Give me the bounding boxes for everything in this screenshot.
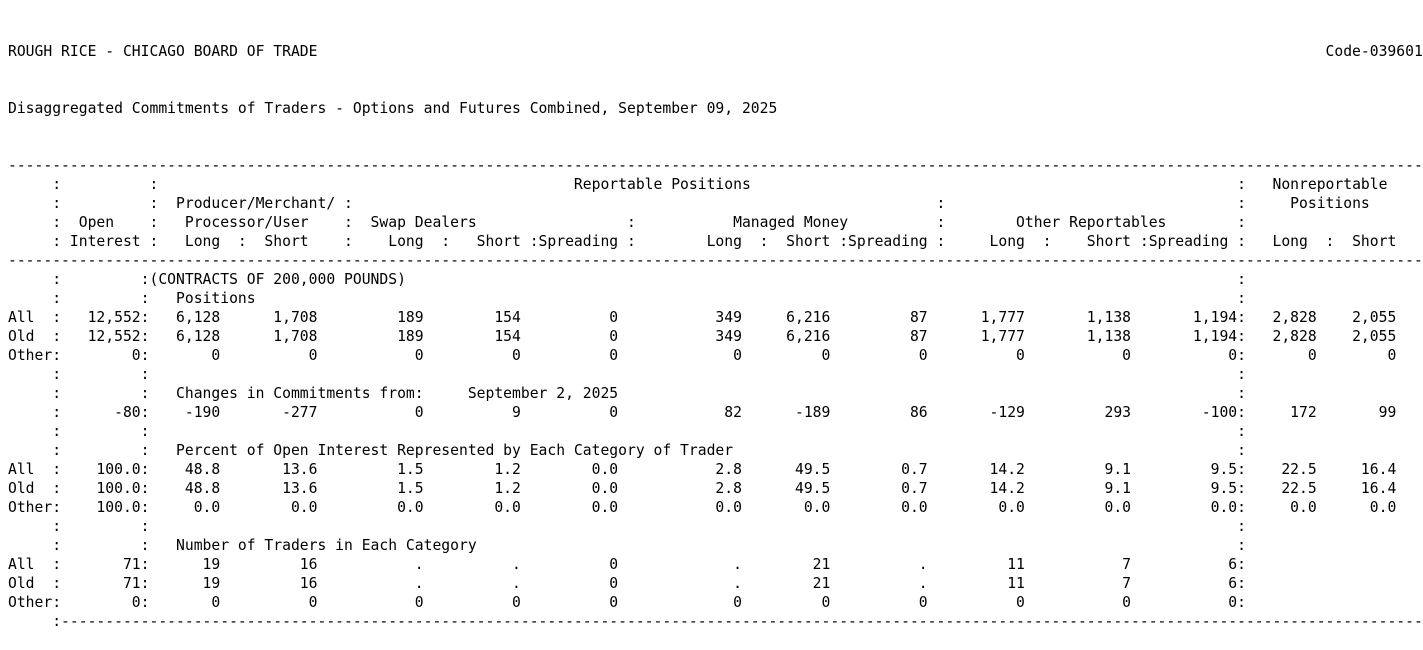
separator-line: ----------------------------------------… (8, 252, 1423, 269)
table-header-line-3: : Open : Processor/User : Swap Dealers :… (8, 214, 1246, 231)
row-changes-total: : -80: -190 -277 0 9 0 82 -189 86 -129 2… (8, 404, 1397, 421)
report-code: Code-039601 (1325, 43, 1423, 60)
row-percent-All: All : 100.0: 48.8 13.6 1.5 1.2 0.0 2.8 4… (8, 461, 1397, 478)
row-traders-All: All : 71: 19 16 . . 0 . 21 . 11 7 6: (8, 556, 1246, 573)
section-spacer-line: : : : (8, 518, 1246, 535)
table-header-line-2: : : Producer/Merchant/ : : : Positions (8, 195, 1370, 212)
row-percent-Old: Old : 100.0: 48.8 13.6 1.5 1.2 0.0 2.8 4… (8, 480, 1397, 497)
section-positions-pretitle-line: : :(CONTRACTS OF 200,000 POUNDS) : (8, 271, 1246, 288)
row-positions-Old: Old : 12,552: 6,128 1,708 189 154 0 349 … (8, 328, 1397, 345)
section-positions-title-line: : : Positions : (8, 290, 1246, 307)
report-title-line: ROUGH RICE - CHICAGO BOARD OF TRADE Code-… (8, 42, 1423, 61)
table-header-line-4: : Interest : Long : Short : Long : Short… (8, 233, 1397, 250)
separator-line: ----------------------------------------… (8, 157, 1423, 174)
report-title: ROUGH RICE - CHICAGO BOARD OF TRADE (8, 43, 318, 60)
row-traders-Old: Old : 71: 19 16 . . 0 . 21 . 11 7 6: (8, 575, 1246, 592)
section-spacer-line: : : : (8, 423, 1246, 440)
report-body: ----------------------------------------… (8, 156, 1423, 631)
report-subtitle-line: Disaggregated Commitments of Traders - O… (8, 99, 1423, 118)
row-percent-Other: Other: 100.0: 0.0 0.0 0.0 0.0 0.0 0.0 0.… (8, 499, 1397, 516)
row-positions-All: All : 12,552: 6,128 1,708 189 154 0 349 … (8, 309, 1397, 326)
row-traders-Other: Other: 0: 0 0 0 0 0 0 0 0 0 0 0: (8, 594, 1246, 611)
row-positions-Other: Other: 0: 0 0 0 0 0 0 0 0 0 0 0: 0 0 (8, 347, 1397, 364)
section-changes-title-line: : : Changes in Commitments from: Septemb… (8, 385, 1246, 402)
section-traders-title-line: : : Number of Traders in Each Category : (8, 537, 1246, 554)
section-spacer-line: : : : (8, 366, 1246, 383)
section-percent-title-line: : : Percent of Open Interest Represented… (8, 442, 1246, 459)
separator-line-bottom: :---------------------------------------… (8, 613, 1423, 630)
report-subtitle: Disaggregated Commitments of Traders - O… (8, 100, 778, 117)
table-header-line-1: : : Reportable Positions : Nonreportable (8, 176, 1388, 193)
